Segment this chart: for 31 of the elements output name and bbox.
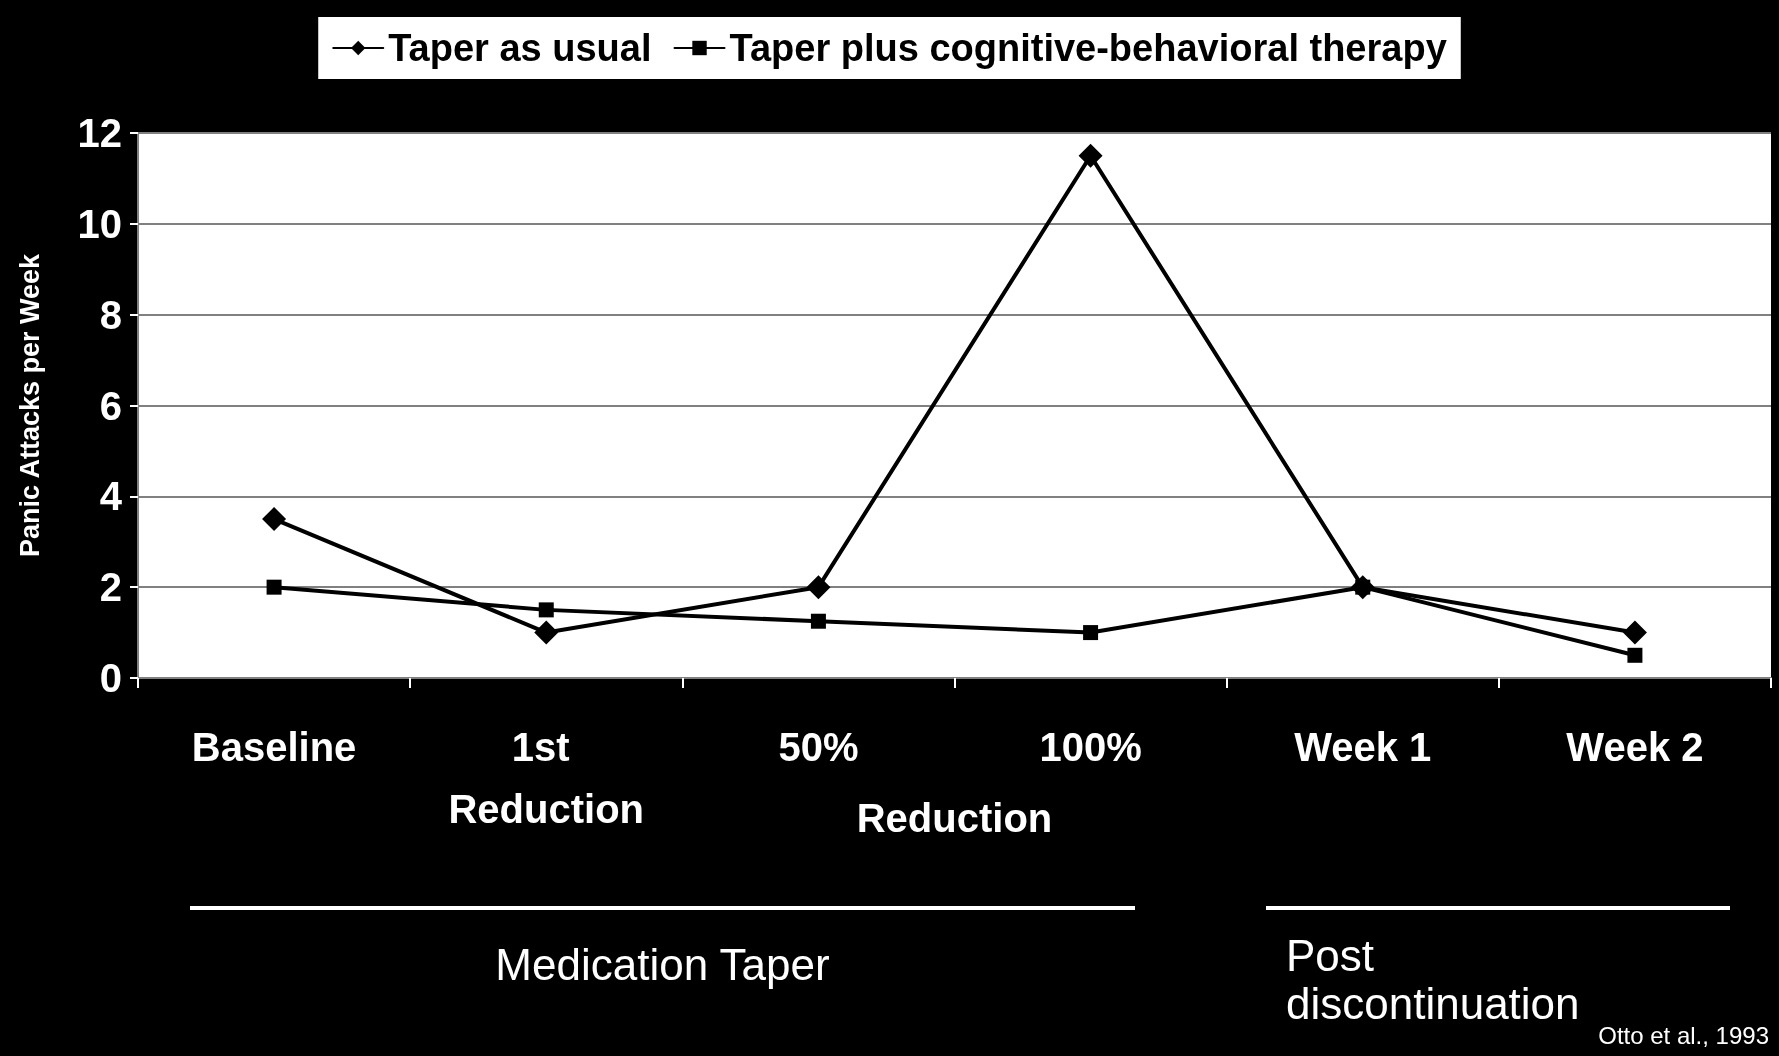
point [262,507,287,532]
text: Reduction [856,796,1053,841]
y-tick-label: 8 [99,292,122,337]
legend-label: Taper as usual [388,27,652,69]
point [534,620,559,645]
x-tick-label: Week 2 [1566,725,1704,769]
text: Medication Taper [495,940,830,990]
x-tick-label: Week 1 [1294,725,1432,769]
y-tick-label: 4 [99,474,123,519]
point [1083,625,1099,641]
x-tick-label: 1st Reduction [448,725,645,831]
x-tick-label: 50% [778,725,859,769]
legend-label: Taper plus cognitive-behavioral therapy [729,27,1447,69]
point [1350,575,1375,600]
point [538,602,554,618]
point [1078,143,1103,168]
x-tick-label: Baseline [191,725,357,769]
text: Post discontinuation [1286,931,1580,1028]
y-tick-label: 12 [77,111,122,155]
y-tick-label: 0 [99,656,122,700]
point [1622,620,1647,645]
x-tick-label: 100% [1039,725,1142,769]
point [1627,647,1643,663]
y-tick-label: 2 [99,565,122,610]
point [806,575,831,600]
point [266,579,282,595]
y-tick-label: 6 [99,383,122,428]
text: Otto et al., 1993 [1598,1022,1769,1050]
y-tick-label: 10 [77,201,122,246]
y-axis-title: Panic Attacks per Week [14,252,45,558]
point [810,613,826,629]
